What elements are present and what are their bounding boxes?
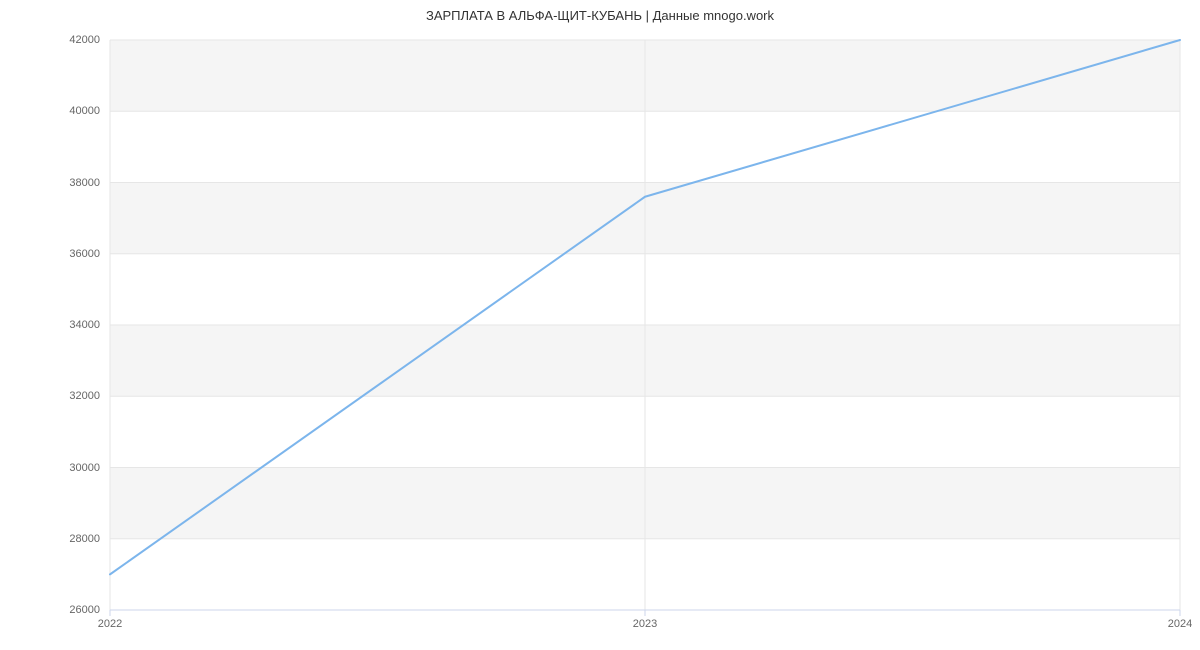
y-tick-label: 30000 (69, 462, 100, 474)
y-tick-label: 38000 (69, 177, 100, 189)
chart-svg (0, 0, 1200, 650)
x-tick-label: 2024 (1168, 618, 1192, 630)
y-tick-label: 42000 (69, 34, 100, 46)
y-tick-label: 28000 (69, 533, 100, 545)
y-tick-label: 36000 (69, 248, 100, 260)
y-tick-label: 40000 (69, 105, 100, 117)
x-tick-label: 2022 (98, 618, 122, 630)
y-tick-label: 26000 (69, 604, 100, 616)
line-chart: ЗАРПЛАТА В АЛЬФА-ЩИТ-КУБАНЬ | Данные mno… (0, 0, 1200, 650)
y-tick-label: 32000 (69, 390, 100, 402)
y-tick-label: 34000 (69, 319, 100, 331)
x-tick-label: 2023 (633, 618, 657, 630)
